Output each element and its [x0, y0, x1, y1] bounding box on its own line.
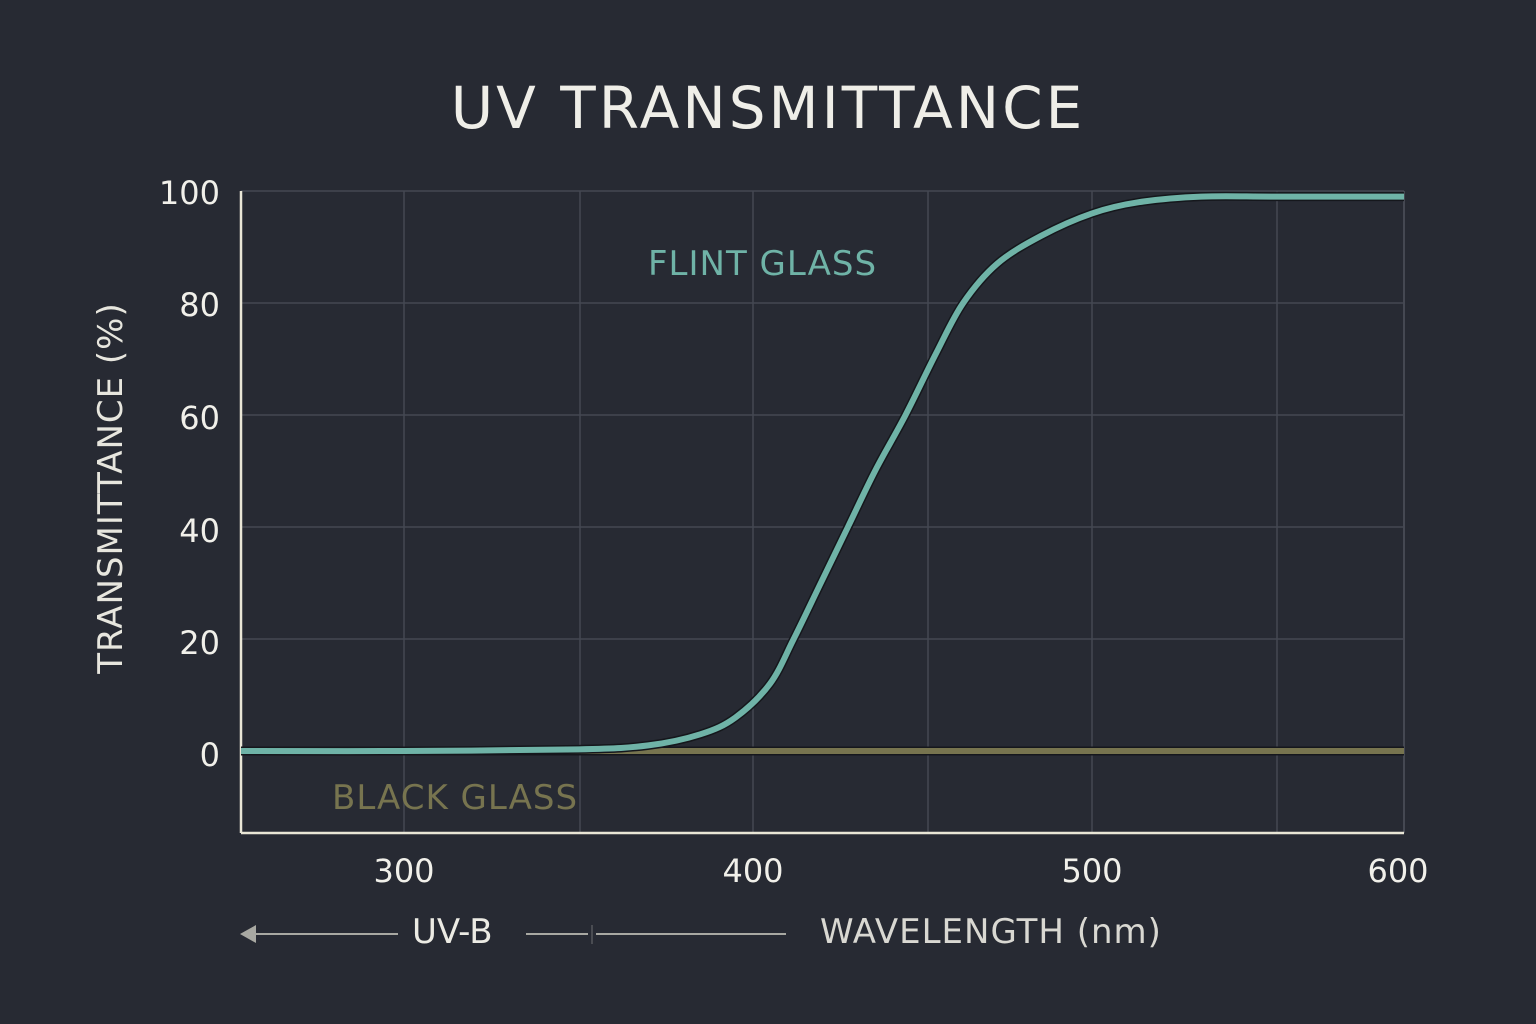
y-tick-100: 100 [158, 174, 220, 212]
uv-b-label: UV-B [412, 912, 493, 952]
x-tick-400: 400 [722, 852, 784, 890]
x-tick-300: 300 [373, 852, 435, 890]
x-tick-500: 500 [1061, 852, 1123, 890]
y-tick-20: 20 [179, 624, 220, 662]
black-glass-label: BLACK GLASS [332, 778, 579, 818]
x-axis-label: WAVELENGTH (nm) [820, 912, 1162, 952]
y-tick-0: 0 [199, 736, 220, 774]
chart-title: UV TRANSMITTANCE [450, 74, 1086, 142]
x-tick-600: 600 [1367, 852, 1429, 890]
y-tick-60: 60 [179, 399, 220, 437]
flint-glass-label: FLINT GLASS [648, 244, 878, 284]
arrow-left-icon [240, 925, 256, 943]
flint-glass-line [240, 193, 1404, 755]
y-tick-40: 40 [179, 512, 220, 550]
y-tick-80: 80 [179, 286, 220, 324]
